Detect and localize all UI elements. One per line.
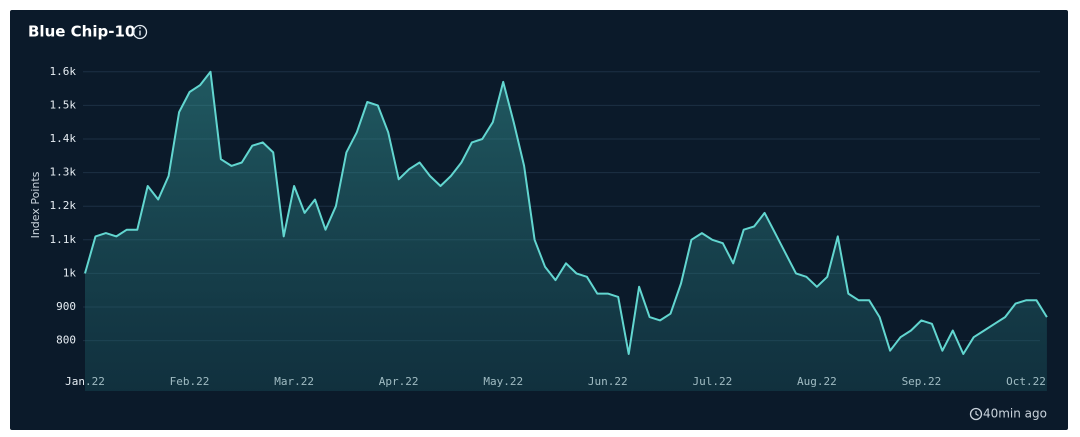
y-tick-label: 1.1k xyxy=(50,233,77,246)
line xyxy=(84,70,1048,355)
y-tick-label: 800 xyxy=(56,334,76,347)
y-axis-label: Index Points xyxy=(29,171,42,238)
updated-icon xyxy=(969,407,983,421)
chart-title: Blue Chip-10 xyxy=(28,23,135,41)
y-tick-label: 1.3k xyxy=(50,166,77,179)
y-tick-label: 1.4k xyxy=(50,132,77,145)
y-tick-label: 900 xyxy=(56,300,76,313)
y-tick-label: 1.5k xyxy=(50,98,77,111)
updated-time: 40min ago xyxy=(983,407,1047,421)
y-tick-label: 1.2k xyxy=(50,199,77,212)
info-icon[interactable] xyxy=(132,24,148,40)
y-tick-label: 1.6k xyxy=(50,65,77,78)
y-tick-label: 1k xyxy=(63,266,77,279)
area xyxy=(85,71,1047,392)
